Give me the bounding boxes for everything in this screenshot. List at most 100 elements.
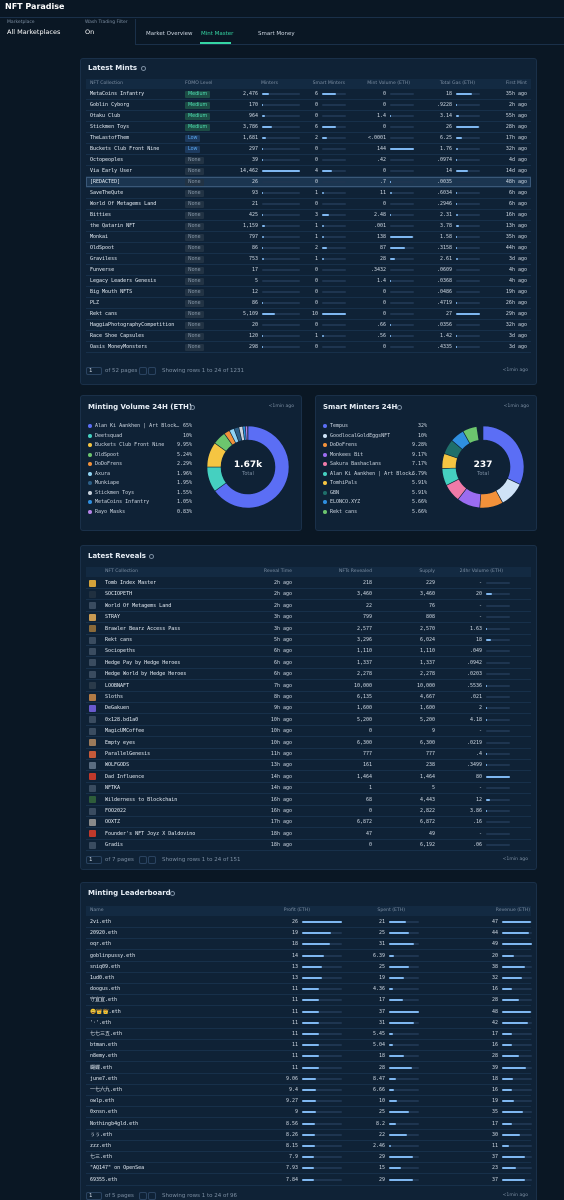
row-name[interactable]: Race Shoe Capsules: [90, 333, 145, 339]
row-name[interactable]: btman.eth: [90, 1042, 118, 1049]
next-button[interactable]: [148, 1192, 156, 1200]
row-name[interactable]: STRAY: [105, 614, 121, 621]
row-name[interactable]: 一七六九.eth: [90, 1087, 123, 1093]
row-name[interactable]: LOOBNAFT: [105, 682, 130, 689]
page-number[interactable]: 1: [89, 368, 93, 374]
cell: 1,681: [242, 135, 258, 141]
row-name[interactable]: ParallelGenesis: [105, 751, 151, 757]
row-name[interactable]: the Qatarin NFT: [90, 223, 136, 229]
row-name[interactable]: Gradis: [105, 842, 124, 849]
tab[interactable]: Mint Master: [201, 31, 234, 37]
row-name[interactable]: Sloths: [105, 694, 124, 700]
prev-button[interactable]: [139, 856, 147, 864]
row-name[interactable]: HaggiaPhotographyCompetition: [90, 322, 175, 328]
row-name[interactable]: Oasis MoneyMonsters: [90, 344, 148, 350]
cell: .4335: [436, 344, 452, 350]
row-name[interactable]: Wilderness to Blockchain: [105, 796, 178, 803]
fomo-badge: None: [185, 332, 204, 340]
row-name[interactable]: 20920.eth: [90, 930, 118, 937]
row-divider: [86, 850, 531, 851]
page-number[interactable]: 1: [89, 857, 93, 863]
row-name[interactable]: n8emy.eth: [90, 1053, 118, 1060]
row-name[interactable]: 蝴蝶.eth: [90, 1064, 113, 1071]
row-name[interactable]: Funverse: [90, 267, 115, 273]
row-name[interactable]: Octopeoples: [90, 157, 124, 163]
cell: 21: [378, 919, 385, 925]
row-name[interactable]: oqr.eth: [90, 941, 112, 948]
page-number[interactable]: 1: [89, 1193, 93, 1199]
row-name[interactable]: 69355.eth: [90, 1176, 118, 1183]
row-name[interactable]: Sociopeths: [105, 648, 136, 655]
cell: 55h ago: [505, 113, 527, 119]
row-name[interactable]: NFTKA: [105, 785, 121, 792]
row-name[interactable]: [REDACTED]: [90, 179, 121, 185]
row-name[interactable]: Tomb Index Master: [105, 580, 157, 586]
row-name[interactable]: 1ud0.eth: [90, 975, 115, 981]
row-name[interactable]: '·'.eth: [90, 1019, 112, 1026]
row-name[interactable]: Monkai: [90, 234, 109, 240]
row-name[interactable]: Rekt cans: [105, 637, 133, 643]
row-name[interactable]: SOCIOPETH: [105, 591, 133, 598]
row-name[interactable]: Nothingb4gld.eth: [90, 1120, 139, 1127]
tab[interactable]: Market Overview: [146, 31, 193, 37]
row-name[interactable]: Founder's NFT Joyz X Daldovino: [105, 830, 196, 837]
row-name[interactable]: Graviless: [90, 256, 118, 262]
cell: .3432: [370, 267, 386, 273]
filter-value[interactable]: All Marketplaces: [7, 28, 61, 36]
row-name[interactable]: Hedge World by Hedge Heroes: [105, 671, 187, 678]
row-name[interactable]: MagicUMCoffee: [105, 728, 145, 735]
row-name[interactable]: ぅぅ.eth: [90, 1131, 113, 1138]
row-name[interactable]: Dad Influence: [105, 773, 145, 780]
row-divider: [86, 1184, 531, 1186]
row-name[interactable]: Via Early User: [90, 168, 133, 174]
page-select[interactable]: [86, 856, 102, 864]
row-name[interactable]: doogus.eth: [90, 986, 121, 993]
row-name[interactable]: sniq09.eth: [90, 963, 121, 970]
row-name[interactable]: TheLastofThem: [90, 135, 130, 141]
prev-button[interactable]: [139, 367, 147, 375]
row-name[interactable]: Legacy Leaders Genesis: [90, 278, 157, 284]
row-name[interactable]: owlp.eth: [90, 1098, 115, 1105]
row-name[interactable]: Rekt cans: [90, 311, 118, 317]
row-name[interactable]: Bitties: [90, 212, 112, 218]
collection-icon: [89, 613, 96, 621]
row-name[interactable]: 0x128.bd1a0: [105, 716, 139, 723]
page-select[interactable]: [86, 367, 102, 375]
row-name[interactable]: Goblin Cyborg: [90, 102, 130, 108]
filter-value[interactable]: On: [85, 28, 95, 36]
tab[interactable]: Smart Money: [258, 31, 295, 37]
row-name[interactable]: DeGakuen: [105, 705, 130, 712]
row-name[interactable]: goblinpussy.eth: [90, 952, 136, 959]
row-name[interactable]: june7.eth: [90, 1075, 118, 1082]
row-name[interactable]: 七三.eth: [90, 1154, 113, 1161]
next-button[interactable]: [148, 367, 156, 375]
row-name[interactable]: WOLFGODS: [105, 762, 130, 769]
row-name[interactable]: Brawler Bearz Access Pass: [105, 625, 181, 632]
row-name[interactable]: SaveTheQute: [90, 190, 124, 196]
next-button[interactable]: [148, 856, 156, 864]
prev-button[interactable]: [139, 1192, 147, 1200]
row-name[interactable]: zzz.eth: [90, 1143, 112, 1149]
row-name[interactable]: World Of Metagems Land: [105, 602, 172, 609]
row-name[interactable]: MetaCoins Infantry: [90, 91, 145, 97]
row-name[interactable]: Otaku Club: [90, 113, 121, 119]
row-name[interactable]: Stickmen Toys: [90, 124, 130, 130]
row-name[interactable]: OOXTZ: [105, 819, 121, 826]
row-name[interactable]: OldSpoot: [90, 245, 115, 251]
row-name[interactable]: Big Mouth NFTS: [90, 289, 133, 295]
bar-track: [302, 999, 342, 1002]
row-name[interactable]: PLZ: [90, 300, 100, 306]
row-name[interactable]: 七七三五.eth: [90, 1031, 123, 1037]
row-name[interactable]: Hedge Pay by Hedge Heroes: [105, 659, 181, 666]
row-name[interactable]: 😀👑👑.eth: [90, 1008, 121, 1015]
bar: [456, 236, 458, 238]
row-name[interactable]: Buckets Club Front Nine: [90, 146, 160, 152]
row-name[interactable]: FOO2022: [105, 808, 127, 814]
row-name[interactable]: World Of Metagems Land: [90, 201, 157, 207]
legend-label: DoDoFrens: [330, 442, 358, 448]
row-name[interactable]: "AQ147" on OpenSea: [90, 1165, 145, 1172]
row-name[interactable]: 0xnsn.eth: [90, 1109, 118, 1116]
row-name[interactable]: 2vi.eth: [90, 919, 112, 925]
row-name[interactable]: 守宜宜.eth: [90, 997, 118, 1004]
row-name[interactable]: Empty eyes: [105, 739, 136, 746]
